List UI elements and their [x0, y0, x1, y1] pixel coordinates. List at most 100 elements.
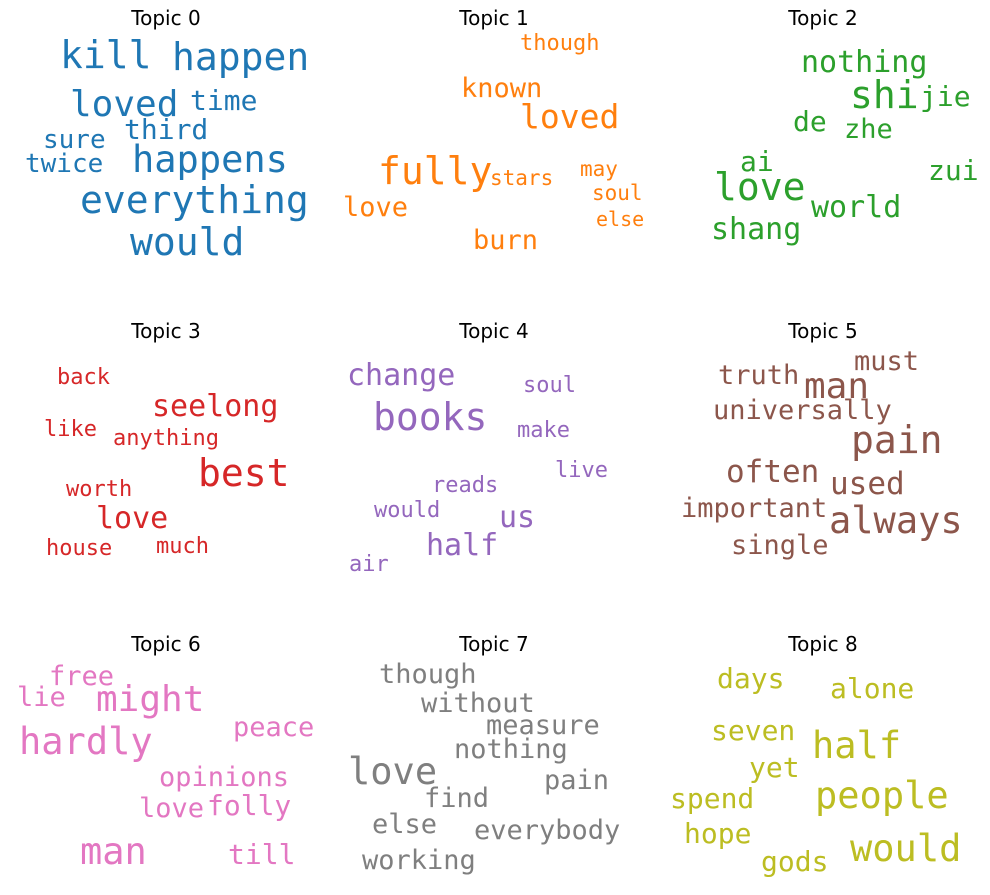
topic-7-word-without: without — [421, 688, 535, 719]
topic-6-word-opinions: opinions — [159, 762, 289, 793]
topic-0-word-everything: everything — [80, 178, 309, 222]
topic-0-word-time: time — [190, 84, 257, 117]
topic-1-title: Topic 1 — [458, 6, 528, 30]
topic-7-word-love: love — [348, 750, 437, 793]
topic-7-title: Topic 7 — [458, 632, 528, 656]
topic-5-word-man: man — [804, 366, 869, 407]
topic-5-word-pain: pain — [851, 418, 943, 462]
topic-5-word-single: single — [731, 530, 829, 561]
topic-2-word-nothing: nothing — [801, 45, 927, 80]
topic-0-word-happen: happen — [172, 35, 309, 79]
topic-1-word-burn: burn — [473, 225, 538, 256]
topic-2-title: Topic 2 — [787, 6, 857, 30]
topic-7-word-pain: pain — [544, 765, 609, 796]
topic-1-word-love: love — [343, 192, 408, 223]
topic-5-word-truth: truth — [718, 360, 799, 391]
topic-7-word-everybody: everybody — [474, 815, 620, 846]
topic-4-word-live: live — [555, 458, 608, 483]
topic-6-word-hardly: hardly — [19, 720, 153, 763]
topic-6-word-folly: folly — [207, 789, 291, 822]
topic-8-word-half: half — [812, 724, 901, 767]
topic-5-title: Topic 5 — [787, 319, 857, 343]
topic-0-word-sure: sure — [43, 125, 106, 155]
topic-8-title: Topic 8 — [787, 632, 857, 656]
topic-3-word-much: much — [156, 534, 209, 559]
topic-4-title: Topic 4 — [458, 319, 528, 343]
topic-2-word-de: de — [793, 105, 827, 138]
topic-6-word-man: man — [80, 830, 147, 873]
topic-2-word-shang: shang — [711, 212, 801, 247]
topic-0-word-happens: happens — [132, 138, 288, 181]
topic-2-word-zui: zui — [928, 154, 979, 187]
topic-8-word-gods: gods — [761, 845, 828, 878]
topic-4-word-would: would — [374, 498, 440, 523]
topic-7-word-working: working — [362, 845, 476, 876]
topic-0-title: Topic 0 — [130, 6, 200, 30]
topic-4-word-reads: reads — [432, 473, 498, 498]
topic-1-word-known: known — [461, 73, 542, 104]
topic-5-word-used: used — [830, 466, 905, 502]
topic-3-word-worth: worth — [66, 477, 132, 502]
topic-7-word-nothing: nothing — [454, 734, 568, 765]
topic-2-word-love: love — [714, 165, 806, 209]
topic-8-word-spend: spend — [670, 782, 754, 815]
topic-3-word-like: like — [44, 417, 97, 442]
topic-4-word-soul: soul — [523, 373, 576, 398]
topic-4-word-books: books — [373, 395, 487, 439]
topic-4-word-change: change — [347, 358, 455, 393]
topic-5-word-always: always — [829, 499, 963, 542]
topic-6-word-lie: lie — [17, 682, 66, 713]
topic-1-word-may: may — [580, 157, 618, 181]
topic-6-word-free: free — [49, 661, 114, 692]
topic-6-word-peace: peace — [233, 712, 314, 743]
topic-7-word-else: else — [372, 809, 437, 840]
topic-4-word-air: air — [349, 552, 389, 577]
topic-8-word-yet: yet — [749, 751, 800, 784]
topic-1-word-soul: soul — [592, 181, 643, 205]
topic-2-word-world: world — [811, 190, 901, 225]
topic-3-word-back: back — [57, 365, 110, 390]
topic-8-word-alone: alone — [830, 672, 914, 705]
topic-4-word-make: make — [517, 418, 570, 443]
topic-6-word-love: love — [139, 793, 204, 824]
topic-1-word-stars: stars — [490, 166, 553, 190]
topic-7-word-measure: measure — [486, 710, 600, 741]
topic-1-word-fully: fully — [378, 149, 492, 193]
topic-5-word-often: often — [726, 454, 819, 490]
topic-2-word-zhe: zhe — [844, 114, 893, 145]
topic-2-word-jie: jie — [920, 80, 971, 113]
topic-8-word-hope: hope — [684, 817, 751, 850]
topic-8-word-seven: seven — [711, 714, 795, 747]
topic-2-word-ai: ai — [740, 145, 774, 178]
topic-5-word-must: must — [854, 346, 919, 377]
topic-3-word-seelong: seelong — [152, 389, 278, 424]
topic-3-word-house: house — [46, 536, 112, 561]
topic-5-word-universally: universally — [713, 395, 892, 426]
topic-0-word-loved: loved — [70, 84, 178, 125]
topic-8-word-people: people — [815, 774, 949, 817]
topic-8-word-would: would — [850, 827, 961, 870]
topic-6-title: Topic 6 — [130, 632, 200, 656]
topic-0-word-third: third — [124, 113, 208, 146]
topic-7-word-find: find — [424, 783, 489, 814]
topic-3-title: Topic 3 — [130, 319, 200, 343]
topic-3-word-love: love — [96, 501, 168, 536]
topic-2-word-shi: shi — [850, 73, 919, 117]
topic-8-word-days: days — [717, 662, 784, 695]
topic-1-word-loved: loved — [520, 97, 619, 136]
topic-4-word-us: us — [499, 500, 535, 535]
topic-1-word-else: else — [596, 207, 644, 231]
topic-3-word-anything: anything — [113, 426, 219, 451]
topic-5-word-important: important — [681, 493, 827, 524]
topic-0-word-kill: kill — [60, 33, 152, 77]
topic-0-word-twice: twice — [25, 149, 103, 179]
topic-1-word-though: though — [520, 31, 599, 56]
